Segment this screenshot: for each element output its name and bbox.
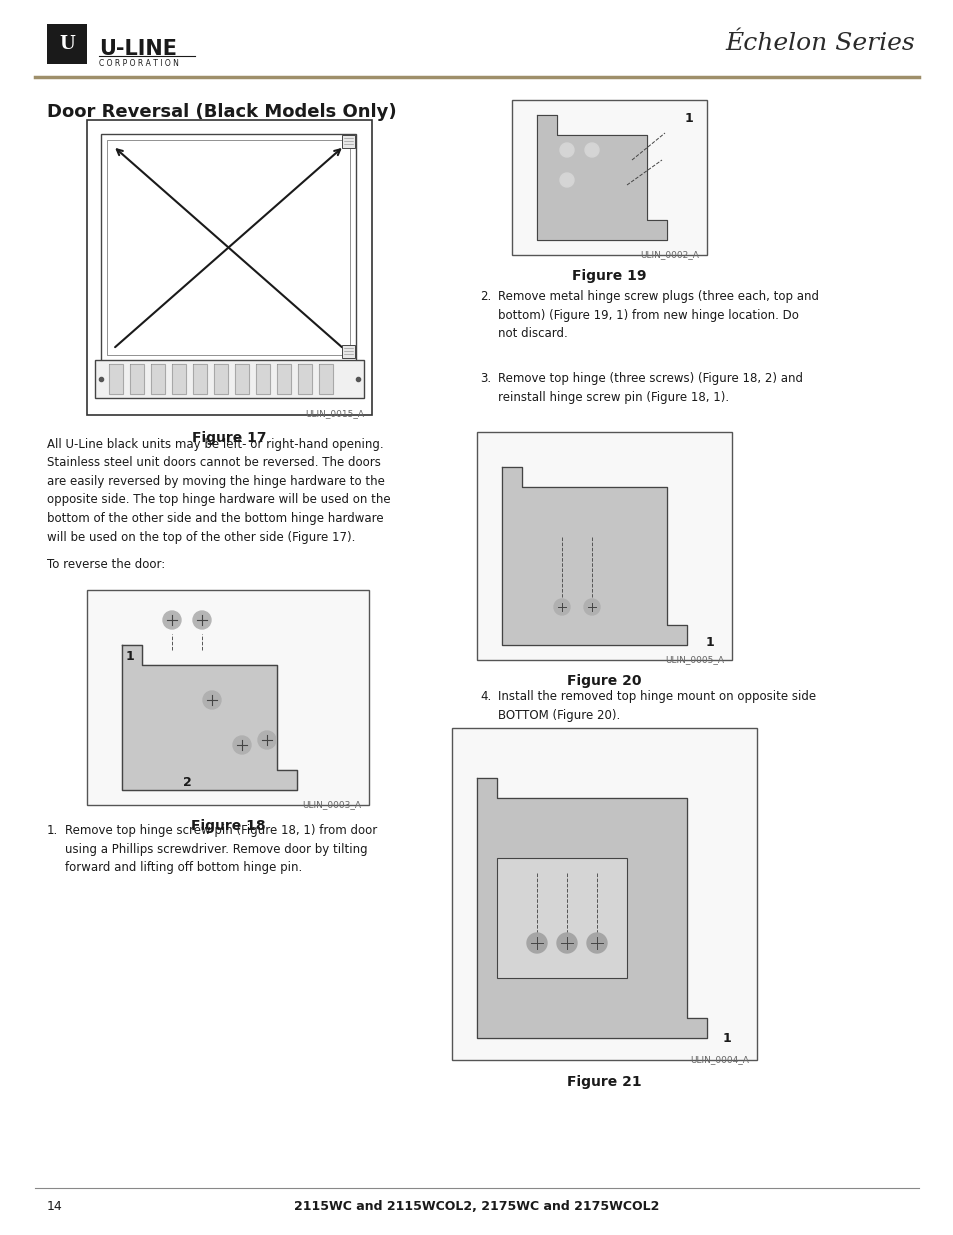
Circle shape: [233, 736, 251, 755]
Bar: [341, 135, 355, 148]
Bar: [87, 590, 369, 805]
Polygon shape: [213, 364, 228, 394]
Polygon shape: [151, 364, 165, 394]
Bar: [87, 120, 372, 415]
Circle shape: [554, 599, 569, 615]
Text: C O R P O R A T I O N: C O R P O R A T I O N: [99, 58, 179, 68]
Polygon shape: [109, 364, 123, 394]
Text: Install the removed top hinge mount on opposite side
BOTTOM (Figure 20).: Install the removed top hinge mount on o…: [497, 690, 815, 721]
Text: ULIN_0003_A: ULIN_0003_A: [302, 800, 360, 809]
Circle shape: [193, 611, 211, 629]
Polygon shape: [255, 364, 270, 394]
Polygon shape: [172, 364, 186, 394]
Text: Remove top hinge screw pin (Figure 18, 1) from door
using a Phillips screwdriver: Remove top hinge screw pin (Figure 18, 1…: [65, 824, 376, 874]
Text: U: U: [59, 35, 74, 53]
Polygon shape: [318, 364, 333, 394]
Text: 14: 14: [47, 1200, 63, 1213]
Text: ULIN_0015_A: ULIN_0015_A: [305, 409, 364, 417]
Text: ULIN_0005_A: ULIN_0005_A: [664, 655, 723, 664]
Polygon shape: [297, 364, 312, 394]
Polygon shape: [193, 364, 207, 394]
Bar: [497, 858, 626, 978]
Polygon shape: [234, 364, 249, 394]
Text: To reverse the door:: To reverse the door:: [47, 558, 165, 571]
Text: Remove metal hinge screw plugs (three each, top and
bottom) (Figure 19, 1) from : Remove metal hinge screw plugs (three ea…: [497, 290, 818, 340]
Text: Figure 21: Figure 21: [567, 1074, 641, 1089]
Text: 1: 1: [705, 636, 714, 648]
Text: ULIN_0004_A: ULIN_0004_A: [689, 1055, 748, 1065]
Polygon shape: [130, 364, 144, 394]
Bar: [107, 140, 350, 354]
Circle shape: [586, 932, 606, 953]
Text: All U-Line black units may be left- or right-hand opening.
Stainless steel unit : All U-Line black units may be left- or r…: [47, 438, 390, 543]
Text: 4.: 4.: [479, 690, 491, 703]
Bar: [341, 345, 355, 358]
Text: 1: 1: [721, 1031, 731, 1045]
Text: Figure 19: Figure 19: [572, 269, 646, 283]
Bar: [101, 135, 355, 361]
Polygon shape: [501, 467, 686, 645]
Circle shape: [526, 932, 546, 953]
Polygon shape: [276, 364, 291, 394]
Text: U-LINE: U-LINE: [99, 40, 177, 59]
Circle shape: [584, 143, 598, 157]
Circle shape: [163, 611, 181, 629]
Bar: [95, 359, 364, 398]
Text: Remove top hinge (three screws) (Figure 18, 2) and
reinstall hinge screw pin (Fi: Remove top hinge (three screws) (Figure …: [497, 372, 802, 404]
Circle shape: [257, 731, 275, 748]
Text: Figure 18: Figure 18: [191, 819, 265, 832]
Text: 3.: 3.: [479, 372, 491, 385]
Circle shape: [203, 692, 221, 709]
Circle shape: [559, 173, 574, 186]
Text: 2.: 2.: [479, 290, 491, 303]
Text: 1: 1: [126, 651, 134, 663]
Text: Échelon Series: Échelon Series: [724, 32, 914, 56]
Text: 1.: 1.: [47, 824, 58, 837]
Text: Door Reversal (Black Models Only): Door Reversal (Black Models Only): [47, 103, 396, 121]
Bar: [512, 100, 706, 254]
Text: ULIN_0002_A: ULIN_0002_A: [639, 249, 699, 259]
Circle shape: [557, 932, 577, 953]
Bar: [476, 432, 731, 659]
Text: 1: 1: [684, 111, 693, 125]
Text: 2115WC and 2115WCOL2, 2175WC and 2175WCOL2: 2115WC and 2115WCOL2, 2175WC and 2175WCO…: [294, 1200, 659, 1213]
Text: Figure 20: Figure 20: [567, 674, 641, 688]
Circle shape: [583, 599, 599, 615]
Bar: [47, 23, 87, 64]
Polygon shape: [122, 645, 296, 790]
Polygon shape: [476, 778, 706, 1037]
Circle shape: [559, 143, 574, 157]
Text: Figure 17: Figure 17: [193, 431, 267, 445]
Bar: [452, 727, 757, 1060]
Text: 2: 2: [182, 777, 192, 789]
Polygon shape: [537, 115, 666, 240]
